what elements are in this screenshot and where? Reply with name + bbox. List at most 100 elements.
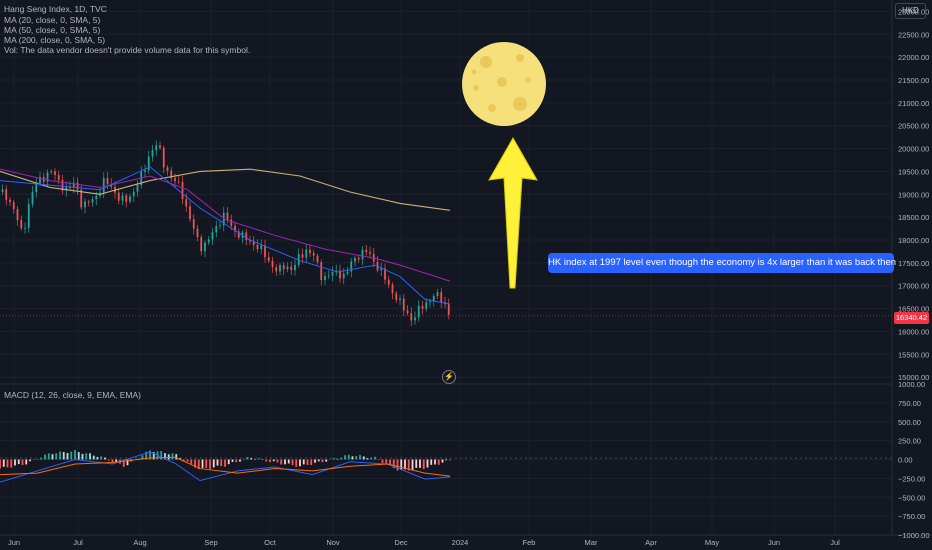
macd-bar bbox=[194, 459, 196, 468]
x-tick-label: Dec bbox=[394, 538, 408, 547]
macd-bar bbox=[209, 459, 211, 469]
x-tick-label: Jun bbox=[8, 538, 20, 547]
candle bbox=[54, 171, 56, 176]
candle bbox=[346, 271, 349, 274]
macd-bar bbox=[310, 459, 313, 466]
candle bbox=[316, 255, 319, 263]
macd-bar bbox=[404, 459, 406, 470]
candle bbox=[279, 265, 281, 272]
y-axis-labels[interactable]: 23000.00 22500.00 22000.00 21500.00 21000.00… bbox=[898, 7, 929, 382]
candle bbox=[80, 189, 83, 208]
macd-bar bbox=[269, 459, 271, 463]
candle bbox=[76, 182, 79, 190]
x-tick-label: 2024 bbox=[452, 538, 469, 547]
macd-bar bbox=[299, 459, 301, 467]
candle bbox=[151, 150, 154, 157]
macd-bar bbox=[55, 453, 58, 460]
candle bbox=[245, 232, 248, 241]
candle bbox=[421, 305, 424, 309]
macd-bar bbox=[340, 457, 343, 460]
macd-bar bbox=[2, 459, 5, 467]
macd-bar bbox=[239, 459, 241, 462]
macd-bar bbox=[426, 459, 429, 468]
macd-histogram bbox=[0, 450, 451, 471]
candle bbox=[204, 242, 206, 252]
y-tick-label: 18000.00 bbox=[898, 236, 929, 245]
macd-bar bbox=[17, 459, 20, 465]
macd-bar bbox=[422, 459, 425, 469]
candle bbox=[35, 183, 38, 192]
candle bbox=[425, 302, 428, 309]
candle bbox=[27, 204, 30, 228]
candle bbox=[402, 298, 405, 311]
macd-bar bbox=[437, 459, 440, 465]
candle bbox=[215, 226, 218, 233]
candle bbox=[384, 268, 386, 280]
macd-bar bbox=[100, 456, 103, 460]
macd-bar bbox=[280, 459, 283, 465]
macd-bar bbox=[171, 453, 174, 460]
candle bbox=[339, 270, 341, 279]
replay-icon[interactable]: ⚡ bbox=[442, 370, 456, 384]
arrow-up-icon[interactable] bbox=[488, 136, 538, 289]
macd-bar bbox=[430, 459, 433, 465]
annotation-callout[interactable]: HK index at 1997 level even though the e… bbox=[548, 253, 896, 273]
macd-bar bbox=[385, 459, 388, 464]
macd-y-axis-labels[interactable]: 1000.00 750.00 500.00 250.00 0.00 −250.00 −500… bbox=[898, 380, 930, 540]
candle bbox=[294, 264, 296, 271]
candle bbox=[87, 201, 90, 203]
macd-bar bbox=[216, 459, 219, 466]
macd-bar bbox=[6, 459, 9, 468]
candle bbox=[159, 145, 161, 148]
macd-bar bbox=[115, 459, 118, 462]
candle bbox=[1, 189, 4, 192]
macd-bar bbox=[10, 459, 13, 468]
candle bbox=[447, 304, 450, 315]
macd-bar bbox=[92, 455, 95, 460]
macd-tick-label: −500.00 bbox=[898, 493, 925, 502]
macd-bar bbox=[411, 459, 414, 471]
y-tick-label: 21500.00 bbox=[898, 76, 929, 85]
macd-tick-label: 0.00 bbox=[898, 456, 913, 465]
candle bbox=[155, 145, 158, 151]
x-axis-labels[interactable]: Jun Jul Aug Sep Oct Nov Dec 2024 Feb Mar Apr May Jun… bbox=[8, 538, 840, 547]
candle bbox=[414, 317, 416, 321]
moon-icon[interactable] bbox=[462, 42, 546, 126]
candle bbox=[174, 178, 176, 182]
macd-bar bbox=[66, 452, 69, 460]
ma-fast-line bbox=[0, 166, 451, 305]
legend-ma50[interactable]: MA (50, close, 0, SMA, 5) bbox=[4, 25, 101, 35]
candle bbox=[354, 257, 356, 262]
legend-ma200[interactable]: MA (200, close, 0, SMA, 5) bbox=[4, 35, 106, 45]
macd-bar bbox=[377, 459, 380, 461]
candle bbox=[166, 167, 169, 171]
legend-macd[interactable]: MACD (12, 26, close, 9, EMA, EMA) bbox=[4, 390, 141, 400]
candle bbox=[432, 295, 435, 302]
candle bbox=[406, 310, 409, 314]
candle bbox=[162, 147, 165, 168]
candle bbox=[440, 292, 443, 303]
macd-tick-label: 750.00 bbox=[898, 399, 921, 408]
macd-bar bbox=[149, 450, 151, 460]
legend-ma20[interactable]: MA (20, close, 0, SMA, 5) bbox=[4, 15, 101, 25]
x-tick-label: May bbox=[705, 538, 719, 547]
macd-bar bbox=[344, 455, 346, 460]
macd-bar bbox=[302, 459, 305, 465]
candle bbox=[387, 279, 390, 285]
macd-bar bbox=[51, 454, 54, 460]
macd-bar bbox=[29, 459, 31, 462]
candle bbox=[61, 179, 64, 191]
candle bbox=[69, 187, 71, 189]
macd-bar bbox=[261, 459, 264, 460]
macd-bar bbox=[359, 455, 361, 460]
macd-bar bbox=[317, 459, 320, 462]
y-tick-label: 16500.00 bbox=[898, 305, 929, 314]
candle bbox=[324, 276, 326, 281]
macd-bar bbox=[152, 452, 155, 460]
candle bbox=[207, 239, 210, 243]
candle bbox=[342, 273, 345, 279]
macd-bar bbox=[227, 459, 230, 465]
currency-badge[interactable]: HKD bbox=[895, 3, 926, 19]
legend-title[interactable]: Hang Seng Index, 1D, TVC bbox=[4, 4, 107, 14]
